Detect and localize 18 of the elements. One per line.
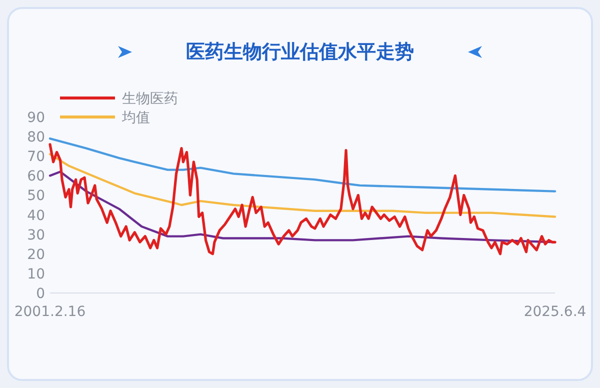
y-tick-label: 0 (36, 286, 45, 302)
legend-label: 均值 (121, 110, 150, 126)
y-tick-label: 20 (27, 246, 45, 263)
y-tick-label: 60 (27, 168, 45, 185)
legend-label: 生物医药 (122, 91, 178, 107)
y-tick-label: 80 (27, 130, 45, 146)
y-tick-label: 90 (27, 110, 45, 126)
chart-title: 医药生物行业估值水平走势 (186, 41, 414, 63)
x-tick-label: 2001.2.16 (14, 304, 86, 320)
y-tick-label: 10 (27, 266, 45, 282)
y-tick-label: 50 (27, 188, 45, 204)
x-tick-label: 2025.6.4 (524, 304, 586, 320)
y-tick-label: 30 (27, 227, 45, 244)
line-series (48, 137, 556, 192)
y-tick-label: 70 (27, 149, 45, 166)
y-tick-label: 40 (27, 208, 45, 224)
line-series (48, 143, 556, 256)
line-series (48, 153, 556, 218)
